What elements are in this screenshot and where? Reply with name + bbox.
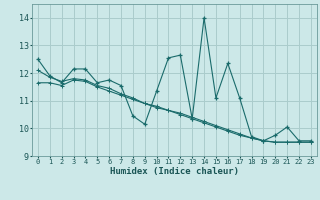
X-axis label: Humidex (Indice chaleur): Humidex (Indice chaleur) [110,167,239,176]
